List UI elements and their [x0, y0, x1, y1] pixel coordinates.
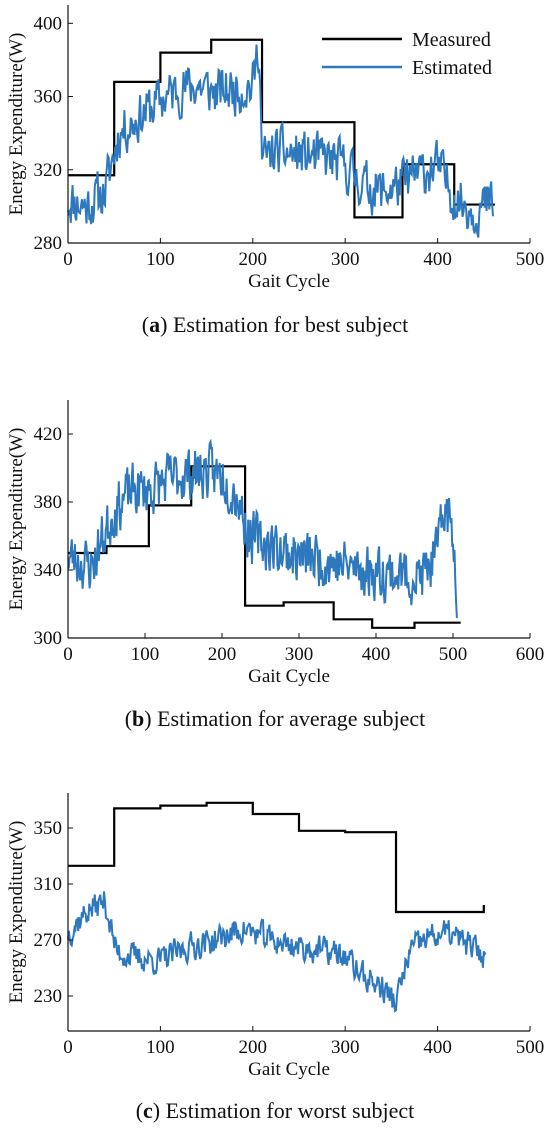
y-axis-label: Energy Expenditure(W)	[6, 428, 27, 611]
x-axis-label: Gait Cycle	[248, 1059, 330, 1080]
y-axis-label: Energy Expenditure(W)	[6, 33, 27, 216]
legend-label-estimated: Estimated	[412, 57, 492, 79]
x-tick-label: 200	[239, 249, 268, 270]
x-axis-label: Gait Cycle	[248, 271, 330, 292]
y-tick-label: 320	[34, 160, 63, 181]
x-tick-label: 400	[362, 644, 391, 665]
chart-panel-b: 0 100 200 300 400 500 600 300 340 380 420 Gait Cycl…	[0, 380, 550, 760]
series-measured-line	[68, 38, 495, 219]
y-tick-label: 340	[34, 560, 63, 581]
y-tick-label: 280	[34, 233, 63, 254]
y-tick-label: 350	[34, 818, 63, 839]
x-tick-label: 0	[63, 644, 73, 665]
chart-panel-a: 0 100 200 300 400 500 280 320 360 400 Gait Cycle En…	[0, 0, 550, 380]
x-tick-label: 300	[331, 1037, 360, 1058]
chart-panel-c: 0 100 200 300 400 500 230 270 310 350 Gait Cycle En…	[0, 760, 550, 1136]
x-tick-label: 0	[63, 1037, 73, 1058]
y-tick-label: 230	[34, 986, 63, 1007]
legend-label-measured: Measured	[412, 29, 491, 51]
x-tick-label: 400	[423, 1037, 452, 1058]
y-tick-label: 360	[34, 87, 63, 108]
x-tick-label: 500	[439, 644, 468, 665]
y-tick-label: 310	[34, 874, 63, 895]
y-tick-label: 270	[34, 930, 63, 951]
x-tick-label: 400	[423, 249, 452, 270]
caption-b: (b) Estimation for average subject	[124, 706, 426, 731]
series-estimated-line	[67, 44, 494, 238]
x-tick-label: 100	[146, 249, 175, 270]
caption-a: (a) Estimation for best subject	[141, 312, 409, 337]
y-tick-label: 300	[34, 628, 63, 649]
x-tick-label: 200	[239, 1037, 268, 1058]
chart-a: 0 100 200 300 400 500 280 320 360 400 Gait Cycle En…	[6, 5, 545, 292]
x-tick-label: 100	[146, 1037, 175, 1058]
x-tick-label: 300	[331, 249, 360, 270]
x-axis-label: Gait Cycle	[248, 666, 330, 687]
x-tick-label: 500	[516, 1037, 545, 1058]
x-tick-label: 200	[208, 644, 237, 665]
y-axis-label: Energy Expenditure(W)	[6, 821, 27, 1004]
chart-c: 0 100 200 300 400 500 230 270 310 350 Gait Cycle En…	[6, 793, 545, 1080]
x-tick-label: 300	[285, 644, 314, 665]
caption-c: (c) Estimation for worst subject	[135, 1098, 415, 1123]
chart-b: 0 100 200 300 400 500 600 300 340 380 420 Gait Cycl…	[6, 400, 545, 687]
series-measured-line	[68, 465, 461, 629]
y-tick-label: 400	[34, 13, 63, 34]
x-tick-label: 100	[131, 644, 160, 665]
series-estimated-line	[67, 891, 487, 1013]
x-tick-label: 600	[516, 644, 545, 665]
x-tick-label: 0	[63, 249, 73, 270]
series-measured-line	[68, 801, 485, 914]
y-tick-label: 380	[34, 492, 63, 513]
x-tick-label: 500	[516, 249, 545, 270]
y-tick-label: 420	[34, 424, 63, 445]
series-estimated-line	[67, 438, 458, 618]
